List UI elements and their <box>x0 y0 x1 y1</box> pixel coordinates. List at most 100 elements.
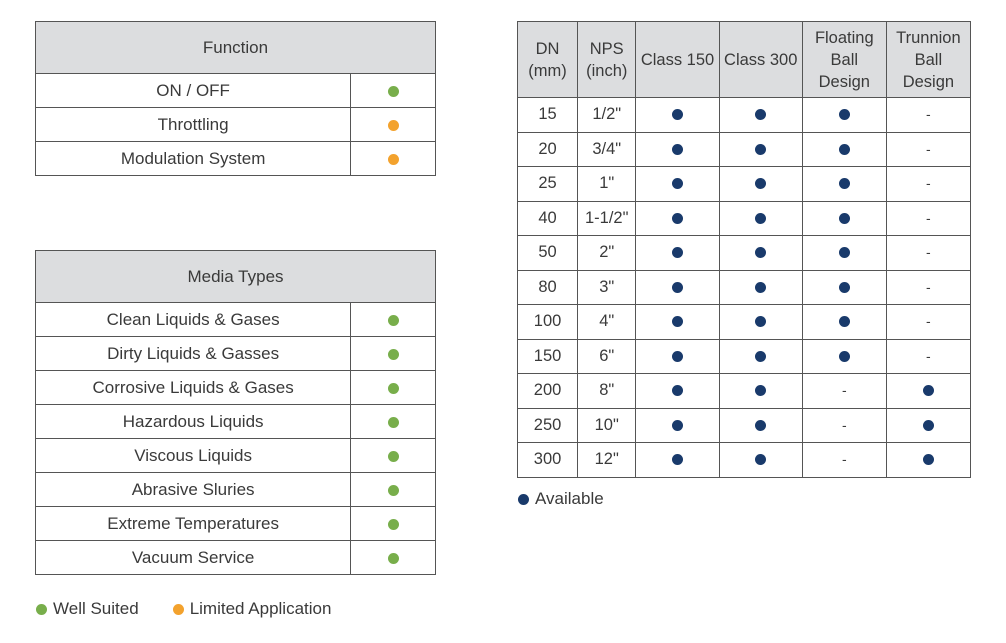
media-row: Hazardous Liquids <box>34 404 436 439</box>
size-row: 80 3" - <box>516 269 972 305</box>
class150-cell <box>635 131 720 167</box>
class300-cell <box>718 269 803 305</box>
well-suited-dot-icon <box>387 85 399 97</box>
available-legend: Available <box>518 489 604 509</box>
class300-cell <box>718 407 803 443</box>
well-suited-dot-icon <box>387 518 399 530</box>
class300-cell <box>718 304 803 340</box>
available-dot-icon <box>838 109 850 121</box>
size-row: 150 6" - <box>516 338 972 374</box>
media-label: Clean Liquids & Gases <box>34 302 352 337</box>
size-row: 100 4" - <box>516 304 972 340</box>
available-dot-icon <box>672 454 683 466</box>
available-dot-icon <box>672 143 683 155</box>
floating-cell: - <box>801 407 887 443</box>
function-row: Throttling <box>34 107 436 142</box>
media-row: Corrosive Liquids & Gases <box>34 370 436 405</box>
trunnion-cell: - <box>885 131 972 167</box>
well-suited-dot-icon <box>387 450 399 462</box>
class150-cell <box>635 166 720 202</box>
function-header: Function <box>35 21 436 74</box>
available-dot-icon <box>755 143 767 155</box>
floating-cell <box>801 269 887 305</box>
trunnion-cell: - <box>885 97 972 133</box>
available-dot-icon <box>672 212 683 224</box>
trunnion-cell: - <box>885 200 972 236</box>
trunnion-ball-header: Trunnion Ball Design <box>885 21 972 98</box>
not-available-dash: - <box>926 209 931 226</box>
size-row: 20 3/4" - <box>516 131 972 167</box>
nps-cell: 10" <box>577 407 637 443</box>
dn-cell: 15 <box>516 97 579 133</box>
nps-cell: 8" <box>577 373 637 409</box>
nps-cell: 12" <box>577 442 637 478</box>
class300-cell <box>718 97 803 133</box>
suitability-legend: Well Suited Limited Application <box>36 599 331 619</box>
trunnion-cell: - <box>885 338 972 374</box>
not-available-dash: - <box>926 106 931 123</box>
available-dot-icon <box>755 454 767 466</box>
size-row: 200 8" - <box>516 373 972 409</box>
available-dot-icon <box>755 281 767 293</box>
dn-cell: 80 <box>516 269 579 305</box>
available-dot-icon <box>838 316 850 328</box>
dn-cell: 250 <box>516 407 579 443</box>
class150-cell <box>635 304 720 340</box>
floating-cell <box>801 235 887 271</box>
available-dot-icon <box>838 247 850 259</box>
not-available-dash: - <box>926 313 931 330</box>
function-label: ON / OFF <box>34 73 352 108</box>
available-dot-icon <box>755 247 767 259</box>
media-status-cell <box>350 370 436 405</box>
available-dot-icon <box>922 385 934 397</box>
function-row: ON / OFF <box>34 73 436 108</box>
class300-cell <box>718 442 803 478</box>
available-dot-icon <box>672 247 683 259</box>
trunnion-cell: - <box>885 235 972 271</box>
well-suited-dot-icon <box>36 603 47 615</box>
class150-cell <box>635 407 720 443</box>
trunnion-ball-header-line: Design <box>902 72 955 91</box>
media-label: Hazardous Liquids <box>34 404 352 439</box>
media-status-cell <box>350 472 436 507</box>
available-dot-icon <box>755 109 767 121</box>
trunnion-cell: - <box>885 269 972 305</box>
well-suited-dot-icon <box>387 552 399 564</box>
floating-cell <box>801 131 887 167</box>
class-300-header-line: Class 300 <box>724 50 798 69</box>
nps-cell: 4" <box>577 304 637 340</box>
media-row: Extreme Temperatures <box>34 506 436 541</box>
size-availability-table: DN (mm) NPS (inch) Class 150 Class 300 Floatin… <box>516 21 972 478</box>
dn-cell: 100 <box>516 304 579 340</box>
not-available-dash: - <box>926 278 931 295</box>
nps-cell: 2" <box>577 235 637 271</box>
function-status-cell <box>350 107 436 142</box>
dn-cell: 40 <box>516 200 579 236</box>
well-suited-legend-label: Well Suited <box>53 599 139 618</box>
nps-cell: 3/4" <box>577 131 637 167</box>
media-status-cell <box>350 438 436 473</box>
class150-cell <box>635 269 720 305</box>
nps-cell: 1-1/2" <box>577 200 637 236</box>
trunnion-cell: - <box>885 304 972 340</box>
floating-ball-header-line: Floating <box>814 28 874 47</box>
available-dot-icon <box>755 178 767 190</box>
dn-header-line: (mm) <box>528 61 567 80</box>
not-available-dash: - <box>926 347 931 364</box>
floating-cell <box>801 97 887 133</box>
dn-header-line: DN <box>535 39 560 58</box>
size-row: 25 1" - <box>516 166 972 202</box>
class150-cell <box>635 97 720 133</box>
nps-cell: 6" <box>577 338 637 374</box>
available-dot-icon <box>838 143 850 155</box>
media-status-cell <box>350 302 436 337</box>
floating-cell <box>801 304 887 340</box>
function-status-cell <box>350 141 436 176</box>
available-dot-icon <box>838 350 850 362</box>
available-dot-icon <box>838 212 850 224</box>
class300-cell <box>718 166 803 202</box>
not-available-dash: - <box>841 451 847 468</box>
class-300-header: Class 300 <box>718 21 803 98</box>
class300-cell <box>718 235 803 271</box>
limited-dot-icon <box>172 603 184 615</box>
